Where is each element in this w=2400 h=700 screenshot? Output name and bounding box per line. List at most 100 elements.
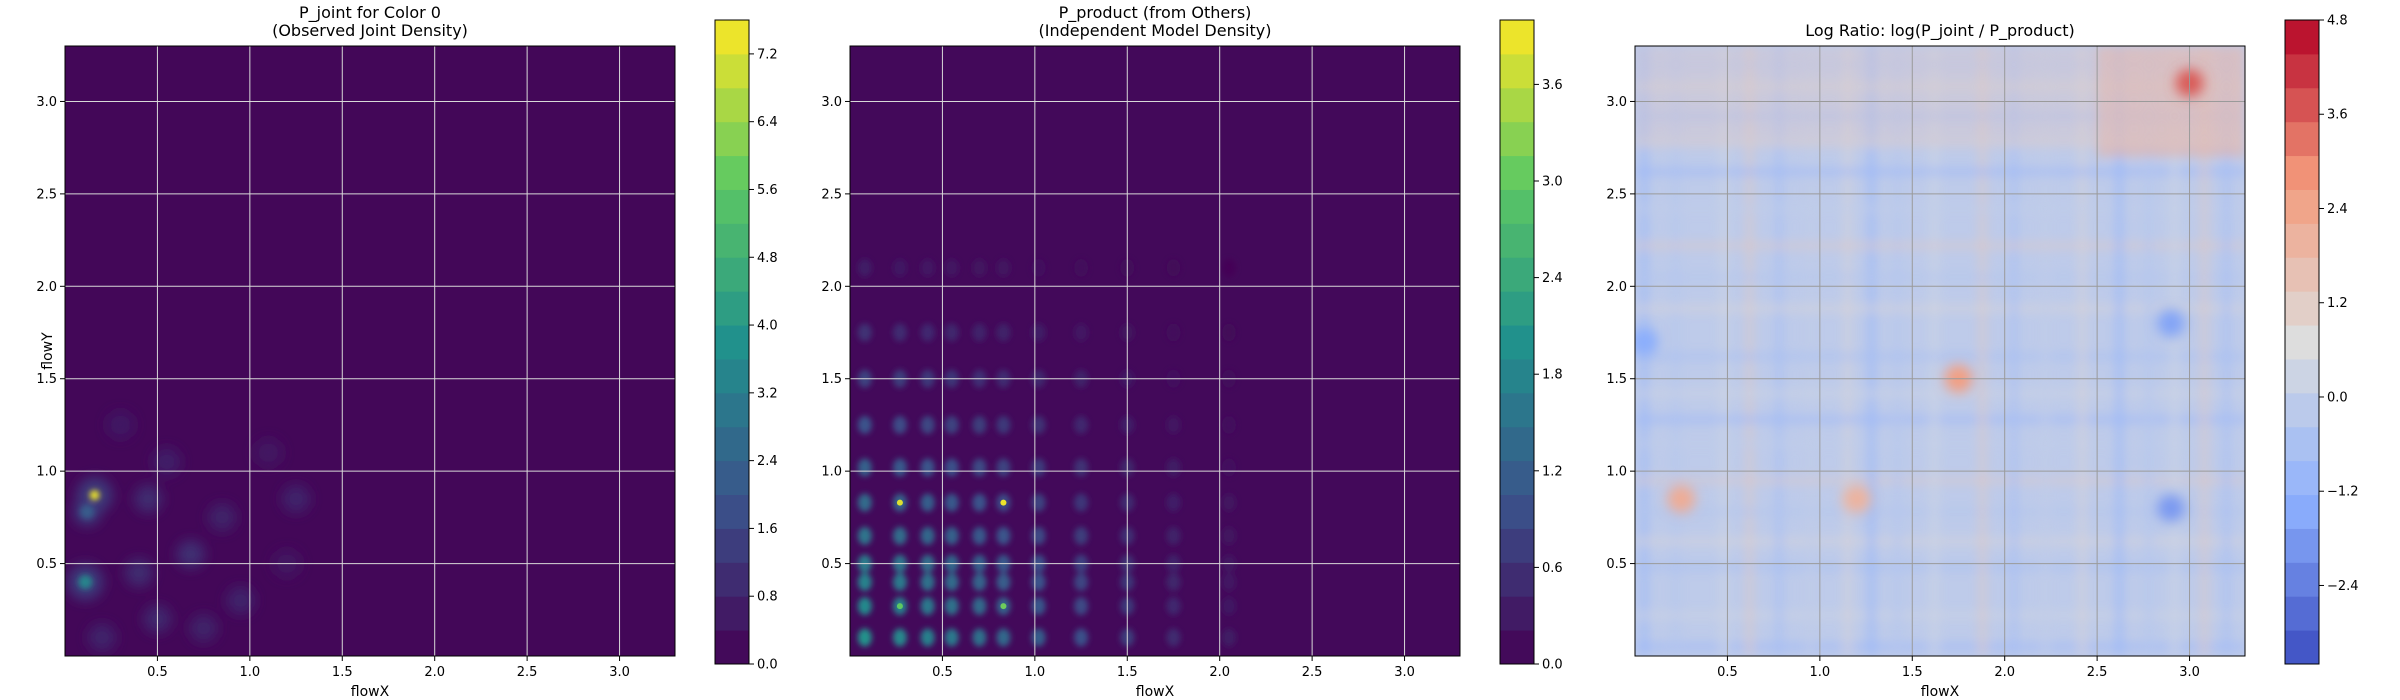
- colorbar-band: [1500, 494, 1534, 529]
- colorbar-band: [2285, 189, 2319, 224]
- ratio-streak: [2115, 46, 2124, 656]
- colorbar-band: [2285, 562, 2319, 597]
- colorbar-band: [1500, 155, 1534, 190]
- ratio-streak: [1635, 204, 2245, 213]
- product-density-cell: [1166, 415, 1181, 434]
- product-density-cell: [1166, 573, 1181, 592]
- ratio-streak: [1978, 46, 1987, 656]
- density-blob: [152, 447, 181, 476]
- ratio-hotspot: [1635, 327, 1659, 356]
- y-tick-label: 0.5: [36, 557, 57, 572]
- ratio-region: [1635, 46, 2245, 148]
- colorbar-band: [1500, 189, 1534, 224]
- log-ratio-heatmap: [1635, 46, 2245, 656]
- x-tick-label: 0.5: [932, 665, 953, 680]
- joint-density-plot-frame: [64, 45, 676, 657]
- ratio-streak: [1635, 563, 2245, 572]
- colorbar-band: [715, 87, 749, 123]
- product-density-cell: [892, 526, 907, 545]
- colorbar-tick-label: 1.2: [2327, 296, 2348, 311]
- product-density-x-axis: 0.5 1.0 1.5 2.0 2.5 3.0: [932, 656, 1415, 680]
- x-tick-label: 1.5: [332, 665, 353, 680]
- ratio-streak: [2041, 46, 2050, 656]
- colorbar-band: [715, 630, 749, 665]
- x-tick-label: 0.5: [1717, 665, 1738, 680]
- product-density-cell: [944, 458, 959, 477]
- joint-density-x-axis: 0.5 1.0 1.5 2.0 2.5 3.0: [147, 656, 630, 680]
- colorbar-band: [2285, 426, 2319, 462]
- colorbar-band: [2285, 121, 2319, 157]
- product-density-cell: [1074, 573, 1089, 592]
- product-density-cell: [972, 458, 987, 477]
- y-tick-label: 1.0: [36, 465, 57, 480]
- product-density-xlabel: flowX: [1136, 684, 1175, 700]
- colorbar-band: [2285, 460, 2319, 496]
- colorbar-band: [2285, 630, 2319, 665]
- log-ratio-x-axis: 0.5 1.0 1.5 2.0 2.5 3.0: [1717, 656, 2200, 680]
- colorbar-band: [2285, 53, 2319, 89]
- colorbar-band: [715, 20, 749, 55]
- product-density-cell: [944, 573, 959, 592]
- product-density-peak: [1000, 603, 1007, 610]
- ratio-streak: [1843, 46, 1852, 656]
- product-density-cell: [857, 323, 872, 342]
- colorbar-band: [2285, 291, 2319, 326]
- ratio-streak: [1635, 537, 2245, 546]
- product-density-cell: [920, 415, 935, 434]
- product-density-cell: [1221, 628, 1236, 647]
- product-density-cell: [1221, 458, 1236, 477]
- product-density-cell: [1074, 597, 1089, 616]
- ratio-streak: [1745, 46, 1754, 656]
- product-density-cell: [1074, 458, 1089, 477]
- product-density-cell: [996, 526, 1011, 545]
- colorbar-tick-label: 2.4: [2327, 202, 2348, 217]
- colorbar-band: [1500, 20, 1534, 55]
- x-tick-label: 2.0: [1209, 665, 1230, 680]
- x-tick-label: 1.0: [240, 665, 261, 680]
- joint-density-gridlines: [65, 46, 675, 656]
- colorbar-band: [715, 257, 749, 292]
- product-density-y-axis: 0.5 1.0 1.5 2.0 2.5 3.0: [821, 95, 850, 572]
- colorbar-band: [2285, 528, 2319, 563]
- log-ratio-gridlines: [1635, 46, 2245, 656]
- ratio-streak: [1867, 46, 1876, 656]
- product-density-cell: [1221, 573, 1236, 592]
- product-density-cell: [920, 258, 935, 277]
- heatmap-background: [65, 46, 675, 656]
- product-density-cell: [972, 526, 987, 545]
- product-density-cell: [1074, 493, 1089, 512]
- product-density-cell: [1166, 628, 1181, 647]
- x-tick-label: 2.0: [424, 665, 445, 680]
- x-tick-label: 2.5: [2087, 665, 2108, 680]
- joint-density-title-line2: (Observed Joint Density): [272, 21, 468, 40]
- joint-density-xlabel: flowX: [351, 684, 390, 700]
- x-tick-label: 1.0: [1810, 665, 1831, 680]
- y-tick-label: 2.5: [36, 187, 57, 202]
- log-ratio-xlabel: flowX: [1921, 684, 1960, 700]
- colorbar-band: [1500, 223, 1534, 258]
- product-density-cell: [857, 415, 872, 434]
- colorbar-band: [1500, 596, 1534, 631]
- density-blob: [87, 623, 116, 652]
- y-tick-label: 2.0: [36, 280, 57, 295]
- colorbar-band: [715, 562, 749, 597]
- product-density-cell: [1074, 415, 1089, 434]
- product-density-cell: [944, 258, 959, 277]
- colorbar-band: [2285, 596, 2319, 631]
- x-tick-label: 3.0: [2179, 665, 2200, 680]
- colorbar-band: [715, 460, 749, 496]
- y-tick-label: 3.0: [821, 95, 842, 110]
- colorbar-frame: [714, 19, 750, 665]
- product-density-cell: [1221, 526, 1236, 545]
- product-density-cell: [1166, 258, 1181, 277]
- ratio-streak: [1635, 241, 2245, 250]
- product-density-cell: [972, 493, 987, 512]
- ratio-streak: [2078, 46, 2087, 656]
- product-density-cell: [996, 258, 1011, 277]
- product-density-cell: [996, 415, 1011, 434]
- colorbar-band: [1500, 562, 1534, 597]
- y-tick-label: 2.5: [821, 187, 842, 202]
- log-ratio-colorbar: −2.4 −1.2 0.0 1.2 2.4 3.6 4.8: [2284, 14, 2359, 665]
- ratio-streak: [2222, 46, 2231, 656]
- log-ratio-y-axis: 0.5 1.0 1.5 2.0 2.5 3.0: [1606, 95, 1635, 572]
